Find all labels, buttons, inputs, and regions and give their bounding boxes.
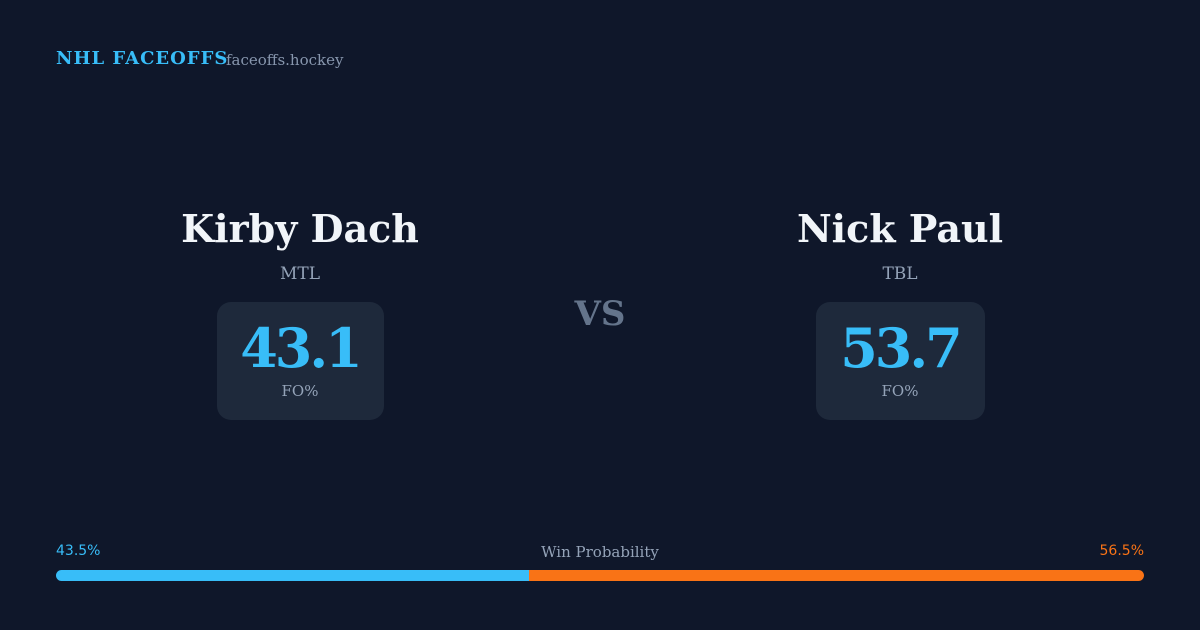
stat-value: 53.7 [840, 316, 963, 380]
win-prob-segment [529, 570, 1144, 581]
win-prob-segment [56, 570, 530, 581]
player-name: Nick Paul [796, 206, 1004, 251]
win-prob-left: 43.5% [56, 543, 101, 559]
win-prob-title: Win Probability [541, 543, 659, 561]
stat-label: FO% [281, 382, 319, 400]
stat-label: FO% [881, 382, 919, 400]
stat-value: 43.1 [240, 316, 363, 380]
win-prob-right: 56.5% [1099, 543, 1144, 559]
stat-card [816, 302, 985, 420]
stat-card [217, 302, 384, 420]
team: TBL [882, 264, 918, 284]
win-prob-bar [56, 570, 1144, 581]
team: MTL [279, 264, 321, 284]
brand: NHL FACEOFFS [56, 48, 229, 69]
player-name: Kirby Dach [181, 206, 419, 251]
vs: VS [574, 294, 626, 334]
site-name: faceoffs.hockey [226, 51, 344, 69]
